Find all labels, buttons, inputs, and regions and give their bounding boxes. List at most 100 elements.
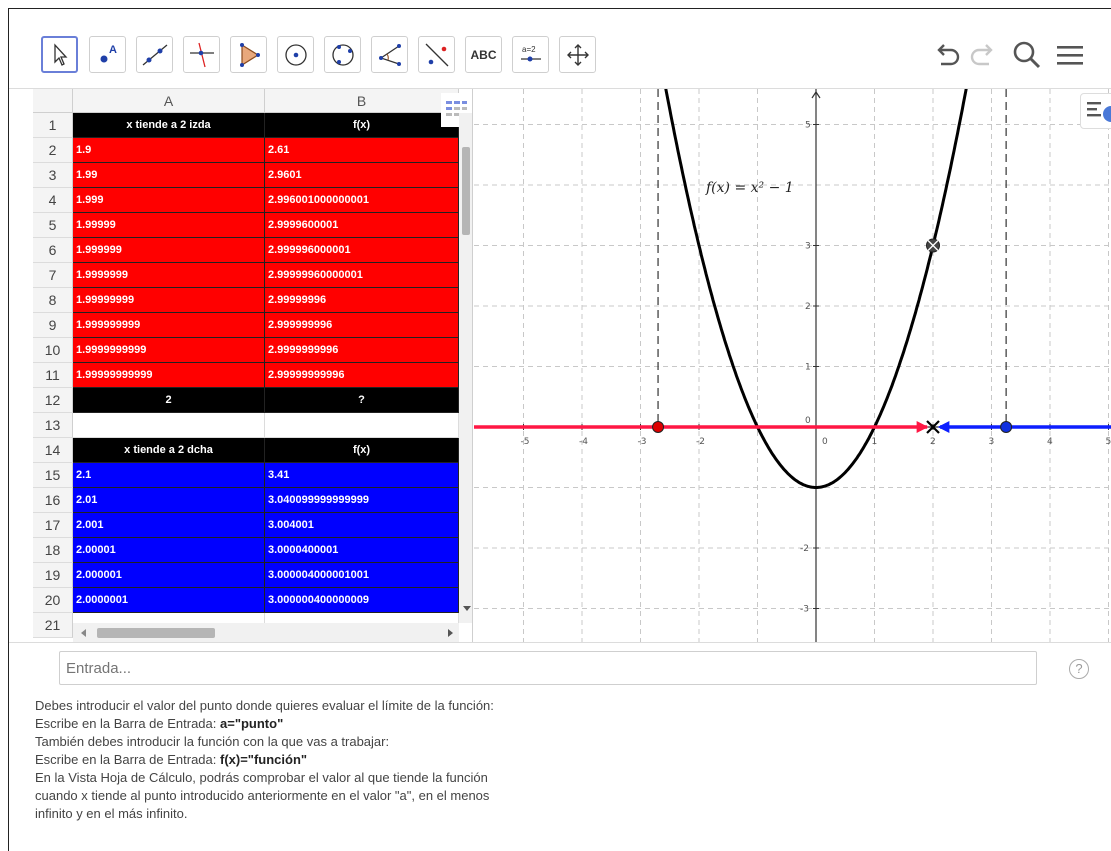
row-header[interactable]: 8 bbox=[33, 288, 73, 313]
row-header[interactable]: 10 bbox=[33, 338, 73, 363]
sheet-cell-a[interactable]: 1.99999999999 bbox=[73, 363, 265, 388]
line-tool[interactable] bbox=[136, 36, 173, 73]
sheet-cell-a[interactable]: 2.001 bbox=[73, 513, 265, 538]
sheet-cell-b[interactable]: 2.99999999996 bbox=[265, 363, 459, 388]
sheet-cell-a[interactable]: 1.9 bbox=[73, 138, 265, 163]
undo-icon bbox=[937, 44, 960, 66]
graphics-stylebar-button[interactable] bbox=[1080, 93, 1111, 129]
sheet-cell-b[interactable]: 3.004001 bbox=[265, 513, 459, 538]
sheet-cell-b[interactable]: 2.9601 bbox=[265, 163, 459, 188]
sheet-cell-b[interactable]: 2.9999999996 bbox=[265, 338, 459, 363]
angle-tool[interactable] bbox=[371, 36, 408, 73]
sheet-cell-b[interactable]: 2.996001000000001 bbox=[265, 188, 459, 213]
graphics-view[interactable]: -5 -4 -3 -2 0 1 2 3 4 5 5 3 2 1 0 -2 -3 f(x) = x² − 1 bbox=[474, 89, 1111, 642]
sheet-cell-b[interactable]: 2.99999996 bbox=[265, 288, 459, 313]
perpendicular-icon bbox=[189, 42, 214, 67]
row-header[interactable]: 2 bbox=[33, 138, 73, 163]
row-header[interactable]: 1 bbox=[33, 113, 73, 138]
sheet-cell-a[interactable]: 2 bbox=[73, 388, 265, 413]
sheet-cell-b[interactable]: 3.41 bbox=[265, 463, 459, 488]
row-header[interactable]: 21 bbox=[33, 613, 73, 638]
sheet-cell-b[interactable]: 3.040099999999999 bbox=[265, 488, 459, 513]
circle-center-icon bbox=[284, 43, 307, 66]
reflect-tool[interactable] bbox=[418, 36, 455, 73]
sheet-cell-a[interactable]: x tiende a 2 dcha bbox=[73, 438, 265, 463]
help-button[interactable]: ? bbox=[1069, 659, 1089, 679]
vertical-scrollbar[interactable] bbox=[459, 113, 472, 623]
row-header[interactable]: 7 bbox=[33, 263, 73, 288]
row-header[interactable]: 5 bbox=[33, 213, 73, 238]
x-tick-label: 2 bbox=[930, 437, 936, 447]
y-tick-label: -2 bbox=[800, 544, 809, 554]
column-header-b[interactable]: B bbox=[265, 89, 459, 113]
sheet-cell-a[interactable]: 1.999999999 bbox=[73, 313, 265, 338]
sheet-cell-b[interactable]: 2.9999600001 bbox=[265, 213, 459, 238]
polygon-tool[interactable] bbox=[230, 36, 267, 73]
row-header[interactable]: 12 bbox=[33, 388, 73, 413]
sheet-cell-a[interactable]: 1.999 bbox=[73, 188, 265, 213]
sheet-cell-a[interactable]: 2.0000001 bbox=[73, 588, 265, 613]
sheet-cell-a[interactable] bbox=[73, 413, 265, 438]
sheet-cell-b[interactable]: 2.61 bbox=[265, 138, 459, 163]
sheet-cell-a[interactable]: 1.99999999 bbox=[73, 288, 265, 313]
point-icon: A bbox=[100, 44, 117, 62]
perpendicular-tool[interactable] bbox=[183, 36, 220, 73]
point-tool[interactable]: A bbox=[89, 36, 126, 73]
sheet-cell-a[interactable]: 1.99 bbox=[73, 163, 265, 188]
move-view-tool[interactable] bbox=[559, 36, 596, 73]
circle-3points-tool[interactable] bbox=[324, 36, 361, 73]
row-header[interactable]: 20 bbox=[33, 588, 73, 613]
sheet-cell-b[interactable]: f(x) bbox=[265, 438, 459, 463]
sheet-cell-a[interactable]: 2.00001 bbox=[73, 538, 265, 563]
row-header[interactable]: 14 bbox=[33, 438, 73, 463]
graphics-canvas[interactable]: -5 -4 -3 -2 0 1 2 3 4 5 5 3 2 1 0 -2 -3 f(x) = x² − 1 bbox=[474, 89, 1111, 642]
row-header[interactable]: 3 bbox=[33, 163, 73, 188]
row-header[interactable]: 16 bbox=[33, 488, 73, 513]
menu-button[interactable] bbox=[1051, 39, 1087, 71]
row-header[interactable]: 9 bbox=[33, 313, 73, 338]
row-header[interactable]: 19 bbox=[33, 563, 73, 588]
y-tick-label: -3 bbox=[800, 605, 809, 615]
sheet-cell-b[interactable]: 2.999999996 bbox=[265, 313, 459, 338]
row-header[interactable]: 18 bbox=[33, 538, 73, 563]
row-header[interactable]: 11 bbox=[33, 363, 73, 388]
redo-button[interactable] bbox=[965, 39, 1001, 71]
scroll-left-icon[interactable] bbox=[79, 628, 89, 638]
scroll-down-icon[interactable] bbox=[462, 604, 472, 614]
sheet-cell-a[interactable]: 2.000001 bbox=[73, 563, 265, 588]
input-field[interactable] bbox=[59, 651, 1037, 685]
row-header[interactable]: 6 bbox=[33, 238, 73, 263]
row-header[interactable]: 15 bbox=[33, 463, 73, 488]
move-tool[interactable] bbox=[41, 36, 78, 73]
sheet-cell-b[interactable]: f(x) bbox=[265, 113, 459, 138]
sheet-cell-b[interactable]: 3.000004000001001 bbox=[265, 563, 459, 588]
circle-center-tool[interactable] bbox=[277, 36, 314, 73]
undo-button[interactable] bbox=[929, 39, 965, 71]
sheet-cell-a[interactable]: 1.999999 bbox=[73, 238, 265, 263]
sheet-cell-a[interactable]: 2.1 bbox=[73, 463, 265, 488]
row-header[interactable]: 13 bbox=[33, 413, 73, 438]
sheet-cell-a[interactable]: 1.9999999 bbox=[73, 263, 265, 288]
instruction-line: Escribe en la Barra de Entrada: a="punto… bbox=[35, 716, 284, 731]
row-header[interactable]: 4 bbox=[33, 188, 73, 213]
sheet-cell-b[interactable]: 2.999996000001 bbox=[265, 238, 459, 263]
scroll-right-icon[interactable] bbox=[445, 628, 455, 638]
sheet-cell-a[interactable]: 1.99999 bbox=[73, 213, 265, 238]
sheet-cell-b[interactable] bbox=[265, 413, 459, 438]
row-header[interactable]: 17 bbox=[33, 513, 73, 538]
slider-icon: a=2 bbox=[520, 45, 541, 61]
sheet-cell-a[interactable]: 2.01 bbox=[73, 488, 265, 513]
slider-tool[interactable]: a=2 bbox=[512, 36, 549, 73]
vertical-scroll-thumb[interactable] bbox=[462, 147, 470, 235]
sheet-cell-a[interactable]: 1.9999999999 bbox=[73, 338, 265, 363]
sheet-cell-b[interactable]: 2.99999960000001 bbox=[265, 263, 459, 288]
sheet-cell-b[interactable]: ? bbox=[265, 388, 459, 413]
sheet-cell-b[interactable]: 3.000000400000009 bbox=[265, 588, 459, 613]
horizontal-scroll-thumb[interactable] bbox=[97, 628, 215, 638]
angle-icon bbox=[378, 43, 401, 66]
sheet-cell-a[interactable]: x tiende a 2 izda bbox=[73, 113, 265, 138]
sheet-cell-b[interactable]: 3.0000400001 bbox=[265, 538, 459, 563]
column-header-a[interactable]: A bbox=[73, 89, 265, 113]
text-tool[interactable]: ABC bbox=[465, 36, 502, 73]
search-button[interactable] bbox=[1009, 39, 1045, 71]
